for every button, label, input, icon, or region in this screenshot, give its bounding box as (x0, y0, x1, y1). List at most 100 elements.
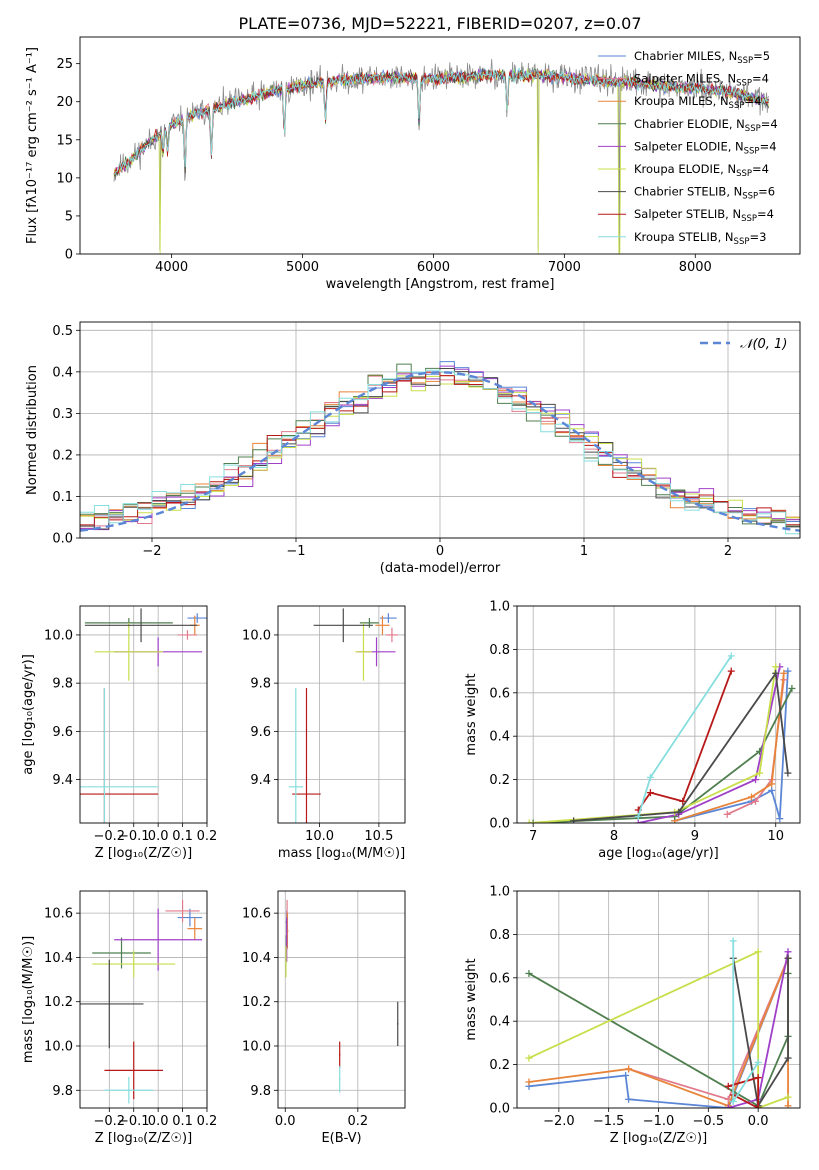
y-tick-label: 10.2 (242, 995, 271, 1010)
axes-mass-vs-metallicity: −0.2−0.10.0 0.1 0.2 9.8 10.0 10.2 10.4 10.6 (44, 891, 217, 1129)
x-axis-label: mass [log₁₀(M/M☉)] (278, 846, 405, 861)
x-axis-label: age [log₁₀(age/yr)] (598, 846, 719, 861)
x-tick-label: −0.2 (94, 1114, 126, 1129)
weight-series-group (525, 937, 792, 1108)
y-tick-label: 10.6 (44, 907, 73, 922)
y-axis-label: mass [log₁₀(M/M☉)] (21, 936, 36, 1063)
axes-frame (277, 890, 406, 1109)
legend-entry: Chabrier MILES, NSSP=5 (634, 49, 770, 66)
y-tick-label: 0.0 (52, 532, 73, 547)
y-tick-label: 0.2 (489, 773, 510, 788)
y-tick-label: 0.1 (52, 490, 73, 505)
x-tick-label: 7000 (548, 260, 581, 275)
x-tick-label: −2.0 (543, 1114, 575, 1129)
x-axis-label: Z [log₁₀(Z/Z☉)] (610, 1131, 707, 1146)
y-tick-label: 0.8 (489, 928, 510, 943)
x-tick-label: 0 (436, 544, 444, 559)
y-tick-label: 0.3 (52, 407, 73, 422)
y-tick-label: 9.8 (250, 1084, 271, 1099)
x-tick-label: 8000 (679, 260, 712, 275)
spectrum-series-group (113, 59, 769, 254)
legend-entry: Chabrier STELIB, NSSP=6 (634, 185, 775, 202)
axes-frame (79, 605, 208, 824)
y-tick-label: 9.6 (52, 725, 73, 740)
x-axis-label: wavelength [Angstrom, rest frame] (326, 277, 555, 292)
y-tick-label: 1.0 (489, 885, 510, 900)
y-axis-label: mass weight (464, 958, 479, 1040)
axes-frame (79, 321, 801, 539)
legend-entry: Chabrier ELODIE, NSSP=4 (634, 117, 778, 134)
spectrum-legend: Chabrier MILES, NSSP=5 Salpeter MILES, NS… (598, 49, 778, 247)
y-tick-label: 10.0 (44, 628, 73, 643)
x-axis-label: Z [log₁₀(Z/Z☉)] (95, 846, 192, 861)
x-tick-label: 0.0 (748, 1114, 769, 1129)
errorbar-group (80, 608, 207, 823)
x-tick-label: 7 (529, 829, 537, 844)
x-tick-label: 0.1 (172, 829, 193, 844)
y-tick-label: 0.4 (489, 1015, 510, 1030)
axes-frame (516, 605, 801, 824)
axes-frame (277, 605, 406, 824)
x-tick-label: 6000 (417, 260, 450, 275)
axes-mass-vs-extinction: 0.0 0.2 9.8 10.0 10.2 10.4 10.6 (242, 891, 405, 1129)
y-tick-label: 0.6 (489, 686, 510, 701)
weight-line-kroupa-elodie (528, 950, 789, 1108)
weight-line-chabrier-stelib (573, 670, 789, 822)
y-tick-label: 9.8 (52, 677, 73, 692)
histogram-chabrier-stelib (80, 368, 800, 530)
y-tick-label: 0.8 (489, 643, 510, 658)
y-axis-label: Normed distribution (25, 365, 40, 495)
x-tick-label: −0.1 (118, 829, 150, 844)
x-tick-label: 10 (767, 829, 784, 844)
x-tick-label: 0.2 (197, 829, 218, 844)
axes-mass-weight-vs-metallicity: −2.0 −1.5 −1.0 −0.5 0.0 0.0 0.2 0.4 0.6 0.8 1.0 (489, 885, 800, 1129)
weight-line-kroupa-miles (674, 673, 785, 822)
histogram-kroupa-stelib (80, 369, 800, 535)
y-axis-label: Flux [fλ10⁻¹⁷ erg cm⁻² s⁻¹ A⁻¹] (25, 47, 40, 244)
x-tick-label: 2 (724, 544, 732, 559)
axes-residuals: −2 −1 0 1 2 0.0 0.1 0.2 0.3 0.4 0.5 (52, 322, 800, 559)
legend-entry: 𝒩(0, 1) (740, 337, 787, 352)
y-tick-label: 10.0 (242, 1040, 271, 1055)
y-tick-label: 10.4 (44, 951, 73, 966)
weight-line-chabrier-stelib (732, 958, 789, 1108)
y-tick-label: 10 (56, 171, 73, 186)
errorbar-group (285, 899, 399, 1093)
y-tick-label: 0 (65, 248, 73, 263)
y-tick-label: 10.0 (242, 628, 271, 643)
panels-layer: 4000 5000 6000 7000 80000510152025wavelength… (21, 36, 801, 1146)
legend-entry: Salpeter STELIB, NSSP=4 (634, 207, 774, 224)
y-tick-label: 9.4 (52, 773, 73, 788)
y-tick-label: 0.5 (52, 324, 73, 339)
legend-entry: Salpeter ELODIE, NSSP=4 (634, 139, 777, 156)
x-tick-label: −0.2 (94, 829, 126, 844)
weight-line-salpeter-stelib (727, 1076, 760, 1108)
x-tick-label: −1.0 (643, 1114, 675, 1129)
y-tick-label: 0.4 (489, 730, 510, 745)
y-tick-label: 1.0 (489, 600, 510, 615)
x-tick-label: 8 (610, 829, 618, 844)
x-tick-label: 0.0 (148, 829, 169, 844)
x-axis-label: Z [log₁₀(Z/Z☉)] (95, 1131, 192, 1146)
weight-series-group (525, 652, 796, 823)
axes-frame (79, 36, 801, 255)
y-tick-label: 9.4 (250, 773, 271, 788)
y-tick-label: 10.4 (242, 951, 271, 966)
x-axis-label: E(B-V) (321, 1131, 361, 1146)
y-tick-label: 15 (56, 133, 73, 148)
y-tick-label: 0.0 (489, 817, 510, 832)
axes-age-vs-metallicity: −0.2−0.10.0 0.1 0.2 9.4 9.6 9.8 10.0 (44, 606, 217, 844)
weight-line-chabrier-elodie (533, 688, 793, 823)
x-tick-label: −0.1 (118, 1114, 150, 1129)
x-tick-label: 4000 (155, 260, 188, 275)
x-tick-label: 0.2 (197, 1114, 218, 1129)
axes-spectrum: 4000 5000 6000 7000 8000 0 5 10 15 20 25 (56, 57, 711, 275)
y-tick-label: 5 (65, 209, 73, 224)
x-tick-label: 9 (691, 829, 699, 844)
legend-entry: Kroupa ELODIE, NSSP=4 (634, 162, 769, 179)
x-tick-label: 0.1 (172, 1114, 193, 1129)
weight-line-salpeter-stelib (637, 670, 733, 811)
x-tick-label: −1 (286, 544, 305, 559)
x-tick-label: 0.0 (275, 1114, 296, 1129)
